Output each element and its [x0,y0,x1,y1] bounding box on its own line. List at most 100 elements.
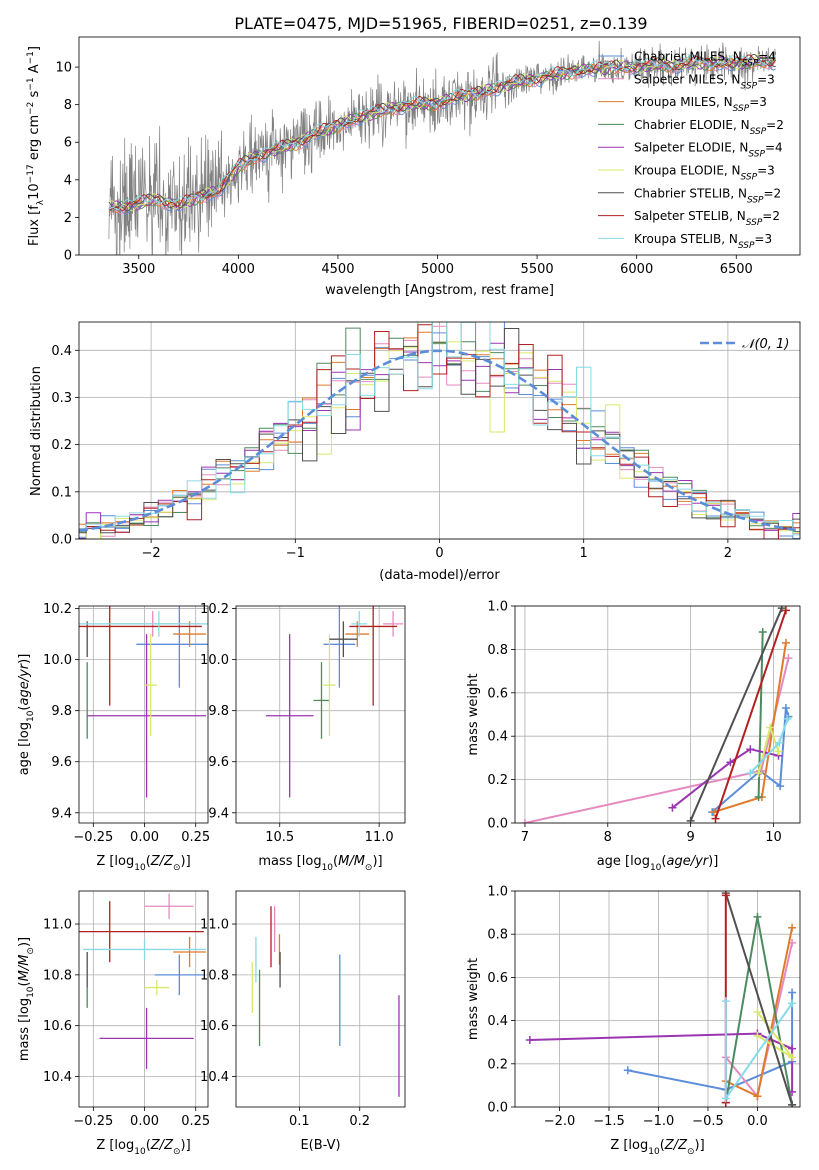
tick-label-x: −0.25 [73,1114,113,1129]
errorbar-kroupa_stelib [351,611,368,637]
grid [79,606,208,823]
legend: Chabrier MILES, NSSP=4 Salpeter MILES, NS… [598,50,784,251]
x-axis-label: Z [log10(Z/Z⊙)] [610,1138,704,1157]
weight-marker-kroupa_elodie [754,769,763,778]
y-axis-label: Flux [fλ10−17 erg cm−2 s−1 A−1] [26,46,46,246]
weight-marker-kroupa_stelib [721,1094,730,1103]
tick-label-y: 10.2 [43,602,72,617]
weight-marker-kroupa_miles [709,808,718,817]
tick-label-x: 3500 [122,262,155,277]
errorbar-salpeter_stelib [79,606,202,706]
axes-frame [514,605,801,824]
weight-marker-kroupa_stelib [775,738,784,747]
plot-area [520,606,793,823]
errorbar-chabrier_stelib [329,621,358,658]
grid [236,606,405,823]
tick-label-y: 4 [64,173,72,188]
tick-label-y: 11.0 [43,918,72,933]
legend-entry: 𝒩(0, 1) [742,337,789,352]
y-axis-label: mass [log10(M/M⊙)] [17,937,36,1061]
tick-label-y: 0.2 [51,438,72,453]
legend-entry: Salpeter MILES, NSSP=3 [634,72,775,91]
weight-marker-kroupa_stelib [788,999,797,1008]
errorbar-salpeter_elodie [87,634,206,798]
tick-label-y: 10.4 [43,1070,72,1085]
model-line-chabrier_elodie [108,56,776,212]
tick-label-x: −1.0 [643,1114,675,1129]
weight-line-chabrier_stelib [724,892,794,1106]
tick-label-y: 0.2 [487,1057,508,1072]
weight-line-kroupa_miles [713,642,787,814]
plot-area [525,891,797,1107]
weight-marker-kroupa_elodie [753,1031,762,1040]
tick-label-x: 5500 [521,262,554,277]
tick-label-y: 8 [64,98,72,113]
errorbar-salpeter_elodie [265,634,314,798]
model-line-kroupa_elodie [108,54,777,212]
tick-label-x: 1 [580,546,588,561]
weight-marker-kroupa_elodie [766,723,775,732]
tick-label-x: 0.2 [349,1114,370,1129]
tick-label-x: 6000 [620,262,653,277]
tick-label-x: 6500 [720,262,753,277]
grid [515,890,800,1108]
panel-residuals: −2 −1 0 1 2 0.0 0.1 0.2 0.3 0.4 𝒩(0, 1) (data-model… [29,321,801,583]
weight-marker-chabrier_elodie [758,628,767,637]
tick-label-y: 0.0 [487,817,508,832]
weight-marker-kroupa_miles [788,923,797,932]
weight-marker-chabrier_miles [781,703,790,712]
tick-label-x: −1 [286,546,305,561]
weight-marker-chabrier_stelib [686,816,695,823]
panel-mass_vs_ebv: 0.1 0.2 10.4 10.6 10.8 11.0 E(B-V) [200,890,406,1153]
axes-frame [78,605,209,824]
errorbar-salpeter_stelib [349,606,398,706]
tick-label-y: 6 [64,136,72,151]
axes-frame [514,890,801,1108]
panel-age_vs_mass: 10.5 11.0 9.4 9.6 9.8 10.0 10.2 mass [log10(M/M… [200,602,406,873]
x-axis-label: Z [log10(Z/Z⊙)] [96,854,190,873]
errorbar-salpeter_stelib [79,901,204,963]
weight-marker-kroupa_elodie [774,747,783,756]
tick-label-x: −2 [142,546,161,561]
weight-marker-salpeter_elodie [726,758,735,767]
model-line-salpeter_miles [108,58,777,215]
tick-label-y: 10.2 [200,602,229,617]
plot-area [79,606,208,798]
tick-label-x: 0.0 [747,1114,768,1129]
tick-label-x: 7 [521,830,529,845]
tick-label-y: 0.8 [487,928,508,943]
tick-label-x: 4500 [321,262,354,277]
axes-frame [235,890,406,1108]
tick-label-x: 5000 [421,262,454,277]
tick-label-y: 10.0 [43,653,72,668]
legend-entry: Chabrier ELODIE, NSSP=2 [634,118,784,137]
weight-line-chabrier_stelib [689,607,783,822]
gaussian-curve [79,349,800,532]
tick-label-x: 0.25 [181,1114,210,1129]
tick-label-y: 0.4 [487,730,508,745]
errorbar-chabrier_miles [154,954,204,996]
tick-label-y: 10.6 [43,1019,72,1034]
weight-marker-chabrier_miles [776,782,785,791]
panel-mass_vs_Z: −0.25 0.00 0.25 10.4 10.6 10.8 11.0 Z [log10(Z/… [17,890,210,1157]
errorbar-kroupa_miles [173,936,206,968]
tick-label-y: 0.8 [487,643,508,658]
tick-label-y: 1.0 [487,600,508,615]
errorbar-salpeter_elodie [99,1007,194,1069]
weight-marker-salpeter_miles [784,654,793,663]
legend-entry: Kroupa ELODIE, NSSP=3 [634,164,775,183]
tick-label-x: 0.00 [130,830,159,845]
legend: 𝒩(0, 1) [700,337,789,352]
tick-label-y: 1.0 [487,885,508,900]
weight-marker-chabrier_stelib [777,606,786,613]
model-line-kroupa_stelib [108,54,776,210]
legend-entry: Kroupa MILES, NSSP=3 [634,95,767,114]
tick-label-y: 0.4 [487,1014,508,1029]
x-axis-label: E(B-V) [300,1138,340,1153]
tick-label-y: 9.6 [51,755,72,770]
legend-entry: Salpeter ELODIE, NSSP=4 [634,141,783,160]
panel-weight_vs_age: 7 8 9 10 0.0 0.2 0.4 0.6 0.8 1.0 age [log10(age/yr… [466,600,801,873]
tick-label-y: 2 [64,211,72,226]
y-axis-label: mass weight [466,673,481,755]
